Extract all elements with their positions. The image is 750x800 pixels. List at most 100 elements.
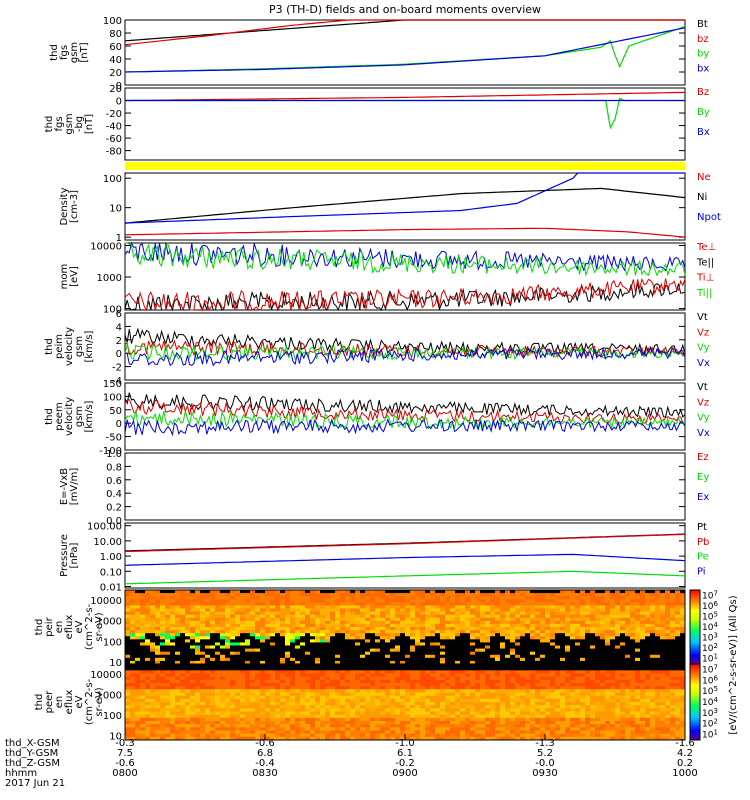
heatmap-cell bbox=[235, 711, 241, 716]
heatmap-cell bbox=[245, 714, 251, 719]
heatmap-cell bbox=[465, 683, 471, 687]
heatmap-cell bbox=[370, 727, 376, 731]
heatmap-cell bbox=[525, 702, 531, 706]
heatmap-cell bbox=[585, 617, 591, 622]
heatmap-cell bbox=[165, 711, 171, 716]
heatmap-cell bbox=[510, 654, 516, 659]
heatmap-cell bbox=[355, 727, 361, 731]
heatmap-cell bbox=[400, 623, 406, 628]
heatmap-cell bbox=[665, 599, 671, 603]
heatmap-cell bbox=[385, 673, 391, 678]
heatmap-cell bbox=[420, 620, 426, 625]
heatmap-cell bbox=[385, 630, 391, 634]
heatmap-cell bbox=[390, 695, 396, 700]
legend-label: by bbox=[697, 49, 709, 60]
heatmap-cell bbox=[440, 590, 446, 594]
heatmap-cell bbox=[175, 667, 181, 671]
heatmap-cell bbox=[315, 660, 321, 665]
heatmap-cell bbox=[395, 623, 401, 628]
heatmap-cell bbox=[505, 648, 511, 653]
heatmap-cell bbox=[445, 651, 451, 656]
heatmap-cell bbox=[340, 651, 346, 656]
heatmap-cell bbox=[380, 639, 386, 643]
heatmap-cell bbox=[320, 590, 326, 594]
heatmap-cell bbox=[440, 593, 446, 597]
heatmap-cell bbox=[190, 593, 196, 597]
heatmap-cell bbox=[405, 660, 411, 665]
heatmap-cell bbox=[325, 733, 331, 738]
heatmap-cell bbox=[585, 657, 591, 662]
heatmap-cell bbox=[420, 727, 426, 731]
heatmap-cell bbox=[590, 602, 596, 606]
heatmap-cell bbox=[285, 627, 291, 631]
heatmap-cell bbox=[355, 605, 361, 609]
heatmap-cell bbox=[400, 596, 406, 600]
heatmap-cell bbox=[210, 614, 216, 619]
heatmap-cell bbox=[450, 683, 456, 687]
heatmap-cell bbox=[205, 617, 211, 622]
heatmap-cell bbox=[555, 593, 561, 597]
heatmap-cell bbox=[255, 730, 261, 735]
heatmap-cell bbox=[540, 608, 546, 612]
heatmap-cell bbox=[200, 623, 206, 628]
heatmap-cell bbox=[510, 596, 516, 600]
heatmap-cell bbox=[325, 636, 331, 640]
heatmap-cell bbox=[525, 630, 531, 634]
heatmap-cell bbox=[620, 593, 626, 597]
heatmap-cell bbox=[450, 623, 456, 628]
heatmap-cell bbox=[510, 608, 516, 612]
heatmap-cell bbox=[455, 705, 461, 709]
heatmap-cell bbox=[475, 698, 481, 703]
heatmap-cell bbox=[595, 608, 601, 612]
heatmap-cell bbox=[600, 642, 606, 646]
heatmap-cell bbox=[525, 664, 531, 668]
heatmap-cell bbox=[545, 630, 551, 634]
heatmap-cell bbox=[130, 664, 136, 668]
heatmap-cell bbox=[650, 608, 656, 612]
heatmap-cell bbox=[425, 708, 431, 712]
heatmap-cell bbox=[130, 705, 136, 709]
heatmap-cell bbox=[530, 676, 536, 681]
heatmap-cell bbox=[670, 620, 676, 625]
y-tick-label: 0 bbox=[116, 349, 122, 360]
heatmap-cell bbox=[200, 679, 206, 684]
heatmap-cell bbox=[395, 636, 401, 640]
heatmap-cell bbox=[370, 617, 376, 622]
heatmap-cell bbox=[385, 611, 391, 616]
heatmap-cell bbox=[245, 673, 251, 678]
heatmap-cell bbox=[210, 664, 216, 668]
heatmap-cell bbox=[360, 711, 366, 716]
heatmap-cell bbox=[650, 617, 656, 622]
heatmap-cell bbox=[435, 648, 441, 653]
heatmap-cell bbox=[560, 590, 566, 594]
heatmap-cell bbox=[655, 657, 661, 662]
heatmap-cell bbox=[340, 639, 346, 643]
heatmap-cell bbox=[545, 698, 551, 703]
heatmap-cell bbox=[430, 686, 436, 690]
heatmap-cell bbox=[305, 695, 311, 700]
heatmap-cell bbox=[330, 645, 336, 649]
heatmap-cell bbox=[480, 590, 486, 594]
heatmap-cell bbox=[205, 724, 211, 728]
heatmap-cell bbox=[580, 627, 586, 631]
heatmap-cell bbox=[235, 623, 241, 628]
heatmap-cell bbox=[165, 605, 171, 609]
heatmap-cell bbox=[370, 630, 376, 634]
heatmap-cell bbox=[220, 602, 226, 606]
heatmap-cell bbox=[655, 660, 661, 665]
heatmap-cell bbox=[680, 611, 686, 616]
y-axis-label: thd bbox=[49, 44, 60, 61]
heatmap-cell bbox=[530, 705, 536, 709]
heatmap-cell bbox=[290, 657, 296, 662]
heatmap-cell bbox=[155, 614, 161, 619]
heatmap-cell bbox=[330, 657, 336, 662]
heatmap-cell bbox=[440, 689, 446, 693]
heatmap-cell bbox=[480, 642, 486, 646]
heatmap-cell bbox=[510, 657, 516, 662]
heatmap-cell bbox=[490, 676, 496, 681]
heatmap-cell bbox=[505, 692, 511, 697]
heatmap-cell bbox=[485, 630, 491, 634]
heatmap-cell bbox=[650, 611, 656, 616]
heatmap-cell bbox=[405, 702, 411, 706]
